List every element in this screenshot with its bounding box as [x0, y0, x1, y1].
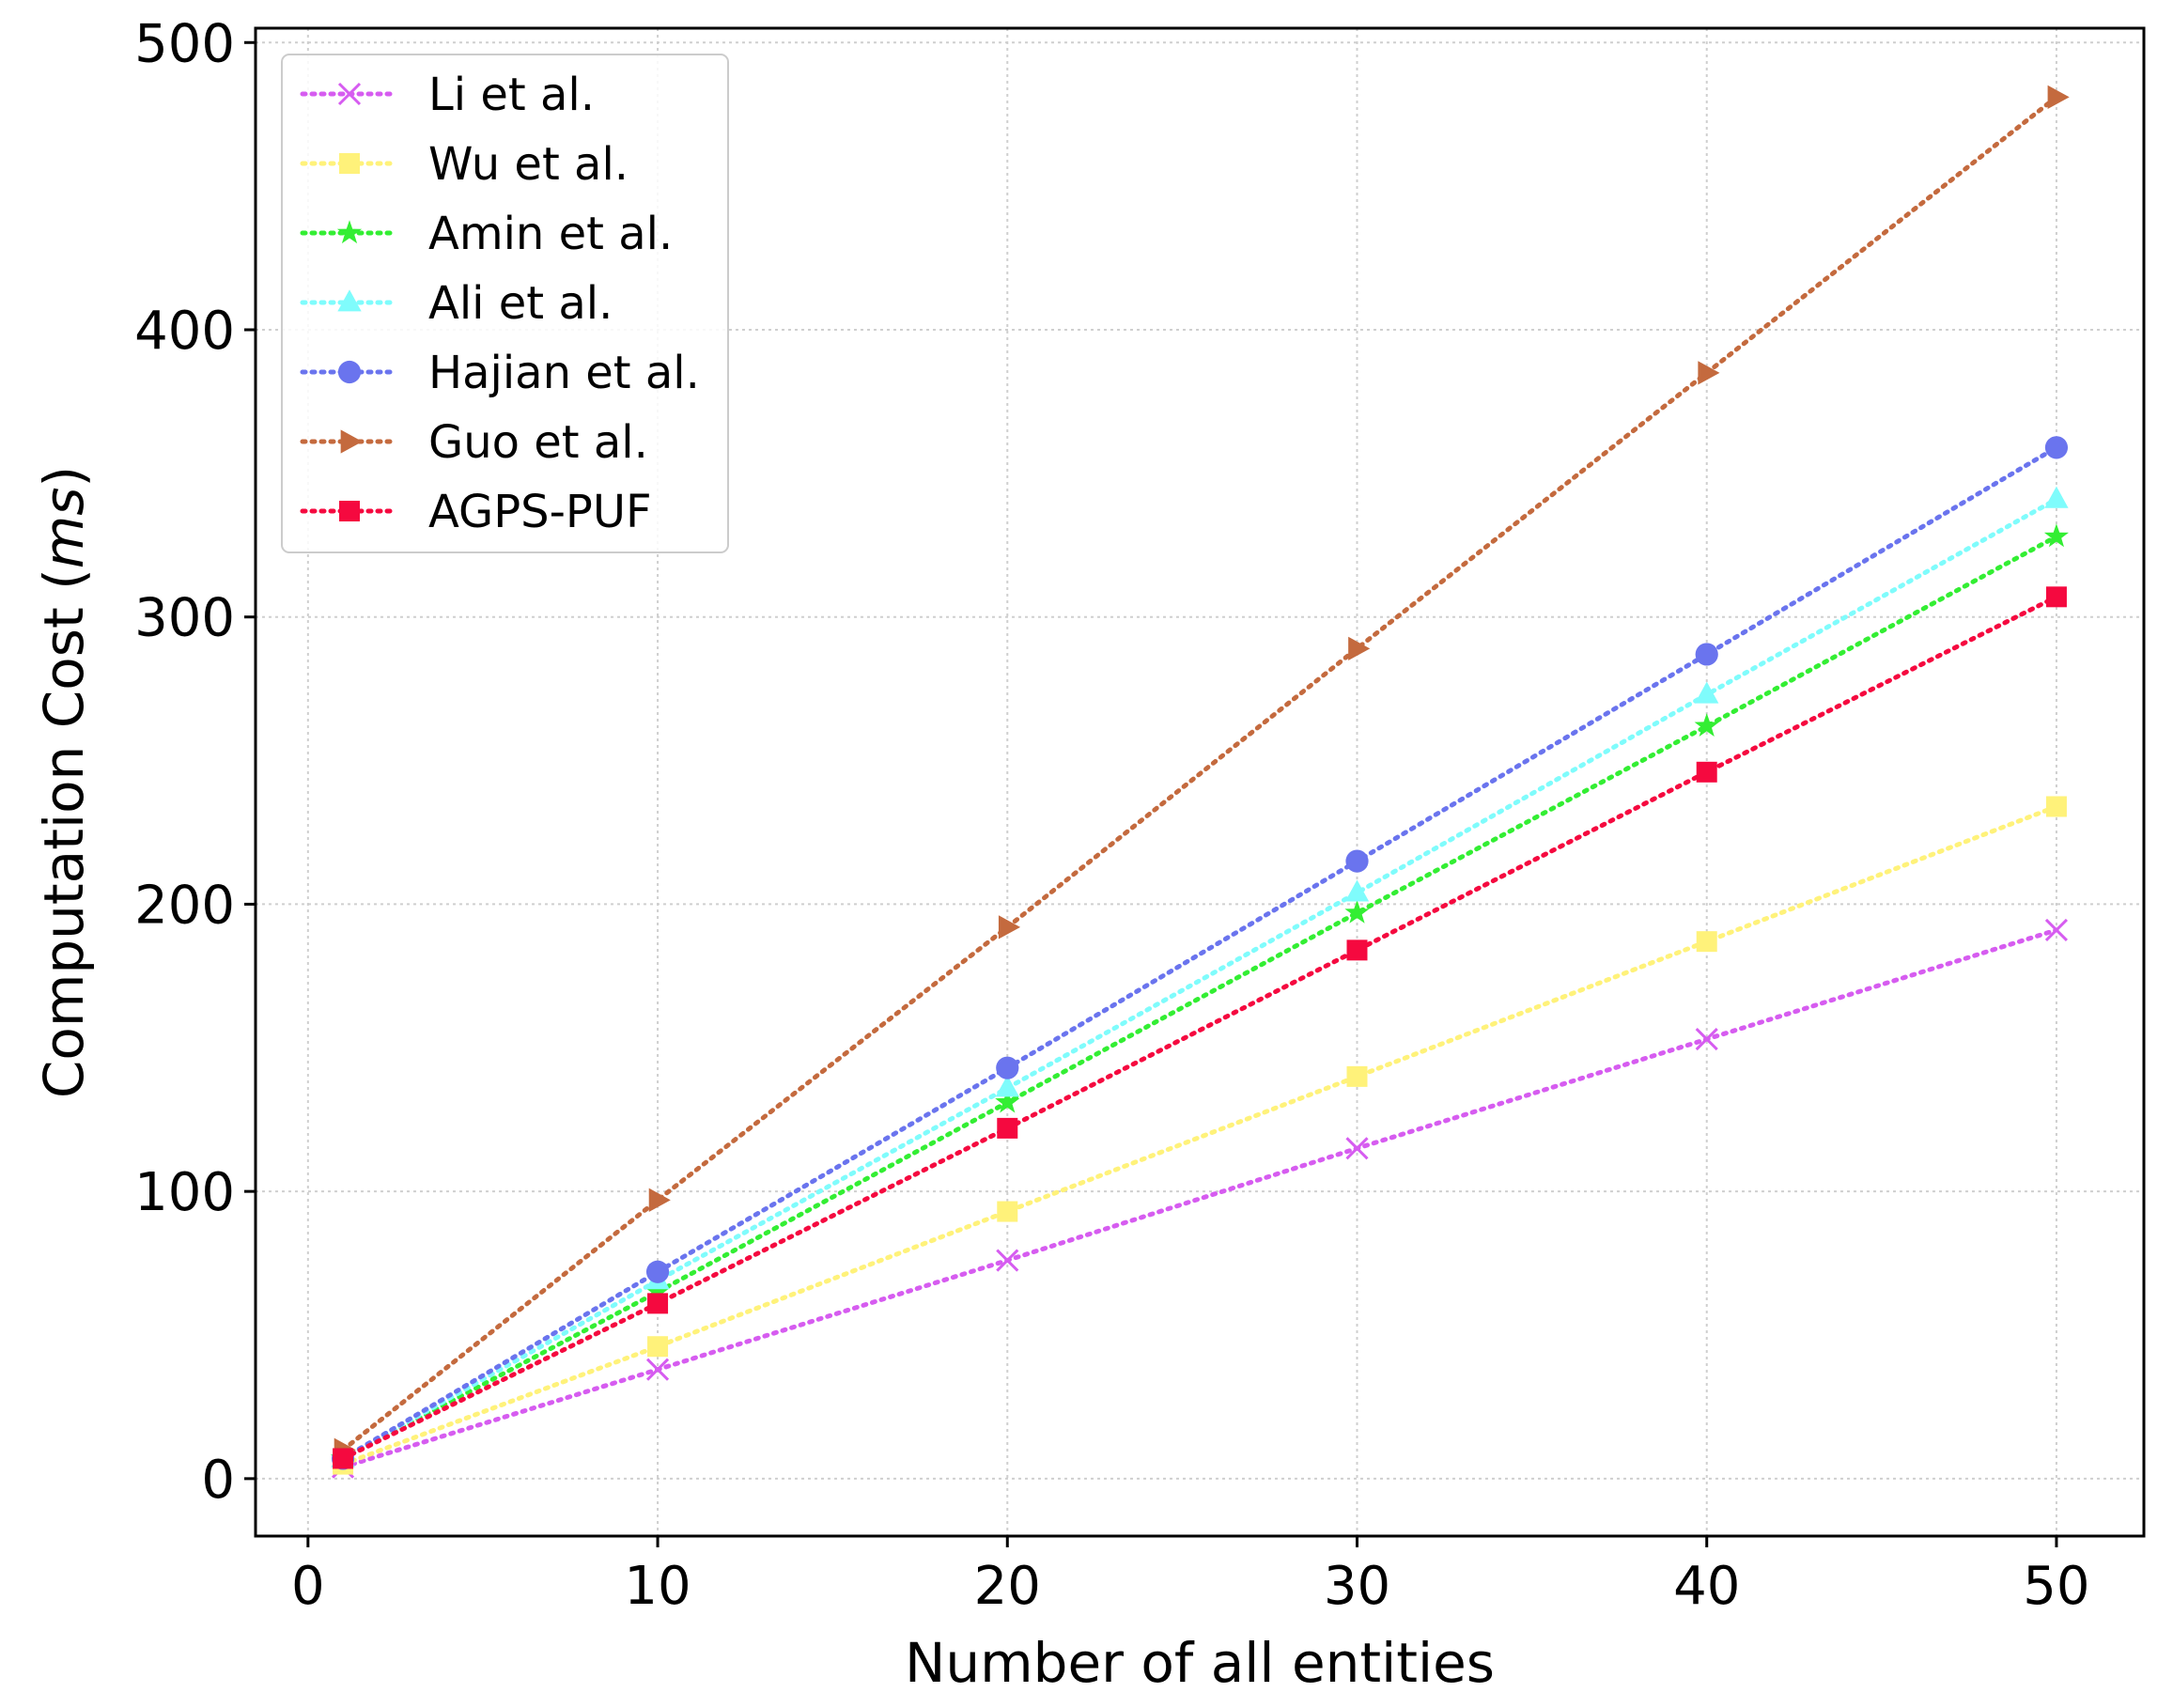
data-point — [647, 1293, 669, 1314]
y-tick-label: 400 — [134, 301, 235, 362]
plot-frame — [254, 26, 2146, 1538]
legend-swatch-marker — [340, 429, 363, 454]
legend: Li et al. Wu et al. Amin et al. Ali et al. H… — [281, 54, 729, 553]
data-point — [997, 1201, 1018, 1222]
data-point — [1344, 879, 1370, 902]
legend-label: Ali et al. — [428, 277, 613, 330]
data-point — [997, 1117, 1018, 1139]
data-point — [2043, 523, 2069, 548]
data-point — [2047, 85, 2070, 110]
legend-swatch-marker — [337, 82, 362, 106]
series-line — [340, 444, 2059, 1461]
data-point — [647, 1336, 669, 1358]
data-point — [1696, 931, 1717, 953]
data-point — [1695, 1028, 1718, 1051]
data-point — [645, 1358, 670, 1381]
legend-swatch-marker — [336, 220, 363, 244]
legend-label: Wu et al. — [428, 138, 629, 191]
y-tick-label: 300 — [134, 588, 235, 649]
data-point — [1694, 713, 1719, 737]
data-point — [1695, 681, 1719, 704]
legend-swatch-marker — [339, 501, 360, 521]
series-amin-et-al — [331, 523, 2069, 1469]
series-li-et-al — [331, 918, 2069, 1479]
y-axis-label-end: ) — [32, 466, 96, 488]
series-line — [340, 534, 2059, 1461]
data-point — [2044, 486, 2069, 508]
x-axis-label: Number of all entities — [905, 1631, 1495, 1695]
data-point — [1695, 643, 1718, 666]
y-tick-label: 0 — [201, 1450, 235, 1511]
series-agps-puf — [333, 586, 2067, 1469]
legend-label: Li et al. — [428, 69, 595, 121]
x-tick-label: 50 — [2023, 1556, 2089, 1617]
data-point — [1696, 761, 1717, 783]
y-tick-label: 100 — [134, 1162, 235, 1223]
data-point — [996, 1249, 1019, 1272]
legend-item: Amin et al. — [300, 208, 673, 260]
legend-item: Ali et al. — [300, 277, 613, 330]
series-wu-et-al — [333, 796, 2067, 1475]
y-axis-label: Computation Cost (ms) — [32, 466, 96, 1098]
x-tick-label: 0 — [291, 1556, 325, 1617]
data-point — [2044, 436, 2069, 459]
data-point — [645, 1260, 670, 1283]
legend-label: AGPS-PUF — [428, 486, 652, 538]
data-point — [333, 1448, 354, 1469]
legend-swatch-marker — [337, 360, 362, 384]
series-line — [340, 804, 2059, 1467]
data-point — [1348, 636, 1371, 660]
x-tick-label: 20 — [974, 1556, 1041, 1617]
legend-label: Guo et al. — [428, 416, 648, 469]
y-tick-label: 200 — [134, 875, 235, 936]
legend-swatch-marker — [337, 289, 362, 312]
y-axis-label-main: Computation Cost ( — [32, 568, 96, 1098]
series-line — [340, 927, 2059, 1470]
series-hajian-et-al — [331, 436, 2069, 1470]
x-tick-label: 40 — [1673, 1556, 1740, 1617]
data-point — [2045, 586, 2067, 608]
data-point — [1344, 899, 1370, 924]
data-point — [995, 1089, 1020, 1113]
legend-label: Hajian et al. — [428, 347, 700, 399]
data-point — [995, 1075, 1019, 1097]
y-tick-label: 500 — [134, 13, 235, 74]
legend-swatch-marker — [339, 153, 360, 174]
data-point — [1698, 361, 1720, 385]
data-point — [1345, 849, 1369, 873]
x-tick-label: 10 — [624, 1556, 691, 1617]
legend-box — [281, 54, 729, 553]
series-line — [340, 496, 2059, 1461]
x-tick-label: 30 — [1324, 1556, 1390, 1617]
legend-item: Wu et al. — [300, 138, 629, 191]
data-point — [648, 1188, 671, 1212]
data-point — [1346, 939, 1368, 961]
data-point — [1346, 1065, 1368, 1087]
data-point — [1345, 1137, 1369, 1160]
data-point — [2044, 918, 2069, 942]
series-line — [340, 94, 2059, 1452]
legend-item: Hajian et al. — [300, 347, 700, 399]
series-ali-et-al — [331, 486, 2069, 1467]
series-line — [340, 594, 2059, 1461]
data-point — [998, 915, 1021, 939]
data-point — [645, 1279, 671, 1303]
legend-item: Guo et al. — [300, 416, 648, 469]
legend-item: Li et al. — [300, 69, 595, 121]
legend-item: AGPS-PUF — [300, 486, 652, 538]
legend-label: Amin et al. — [428, 208, 673, 260]
data-point — [2045, 796, 2067, 817]
series-layer — [331, 85, 2070, 1479]
data-point — [996, 1056, 1019, 1079]
y-axis-label-unit: ms — [32, 488, 96, 569]
